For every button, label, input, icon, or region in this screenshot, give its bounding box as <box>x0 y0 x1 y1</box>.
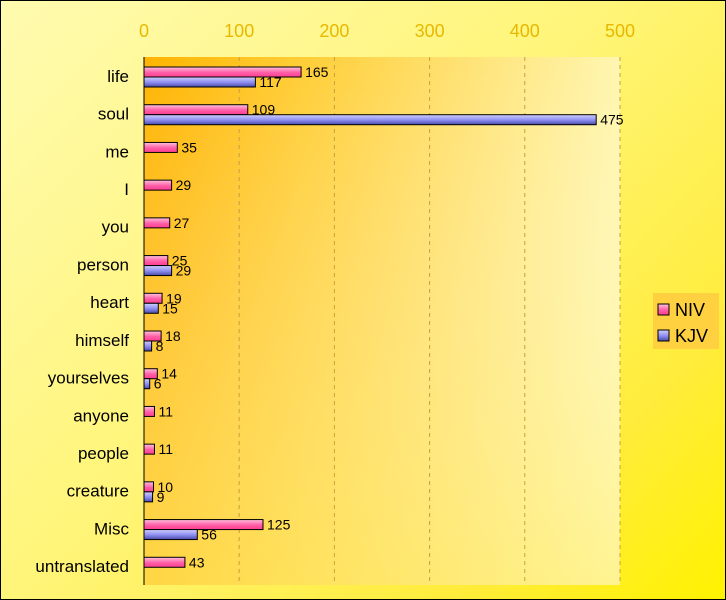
bar-niv <box>143 104 249 116</box>
x-tick-label: 500 <box>605 21 635 41</box>
data-label: 19 <box>166 290 182 306</box>
bar-niv <box>143 292 163 304</box>
legend-swatch-kjv <box>657 329 670 342</box>
category-label: untranslated <box>35 557 129 576</box>
x-tick-label: 100 <box>224 21 254 41</box>
data-label: 35 <box>181 139 197 155</box>
bar-kjv <box>143 302 159 314</box>
category-label: you <box>102 218 129 237</box>
bar-niv <box>143 217 171 229</box>
category-label: people <box>78 444 129 463</box>
bar-kjv <box>143 529 198 541</box>
category-label: life <box>107 67 129 86</box>
x-tick-label: 0 <box>139 21 149 41</box>
category-label: anyone <box>73 406 129 425</box>
category-label: creature <box>67 482 129 501</box>
bar-niv <box>143 481 155 493</box>
data-label: 25 <box>172 253 188 269</box>
data-label: 29 <box>176 263 192 279</box>
category-label: I <box>124 180 129 199</box>
category-label: himself <box>75 331 129 350</box>
data-label: 125 <box>267 517 291 533</box>
bar-niv <box>143 330 162 342</box>
data-label: 117 <box>259 74 282 90</box>
data-label: 14 <box>161 366 177 382</box>
data-label: 109 <box>252 102 276 118</box>
bar-niv <box>143 519 264 531</box>
data-label: 9 <box>157 489 165 505</box>
data-label: 6 <box>154 376 162 392</box>
data-label: 56 <box>201 527 217 543</box>
data-label: 475 <box>600 112 624 128</box>
data-label: 8 <box>156 338 164 354</box>
category-label: person <box>77 255 129 274</box>
category-label: yourselves <box>48 369 129 388</box>
bar-niv <box>143 405 155 417</box>
bar-niv <box>143 443 155 455</box>
plot-area-fade <box>144 57 620 585</box>
data-label: 27 <box>174 215 190 231</box>
bar-kjv <box>143 265 173 277</box>
bar-niv <box>143 368 158 380</box>
bar-niv <box>143 255 169 267</box>
bar-niv <box>143 141 178 153</box>
legend-label-kjv: KJV <box>675 326 708 346</box>
x-tick-label: 200 <box>319 21 349 41</box>
bar-niv <box>143 556 186 568</box>
data-label: 11 <box>158 441 173 457</box>
data-label: 10 <box>158 479 174 495</box>
x-tick-label: 400 <box>510 21 540 41</box>
data-label: 11 <box>158 403 173 419</box>
data-label: 165 <box>305 64 329 80</box>
category-label: me <box>105 142 129 161</box>
bar-kjv <box>143 76 256 88</box>
category-label: Misc <box>94 519 129 538</box>
legend-swatch-niv <box>657 303 670 316</box>
data-label: 15 <box>162 300 178 316</box>
bar-niv <box>143 179 173 191</box>
legend-label-niv: NIV <box>675 300 705 320</box>
data-label: 18 <box>165 328 181 344</box>
data-label: 43 <box>189 554 205 570</box>
x-tick-label: 300 <box>415 21 445 41</box>
bar-kjv <box>143 491 154 503</box>
data-label: 29 <box>176 177 192 193</box>
bar-kjv <box>143 378 151 390</box>
bar-kjv <box>143 340 153 352</box>
category-label: heart <box>90 293 129 312</box>
bar-kjv <box>143 114 597 126</box>
category-label: soul <box>98 105 129 124</box>
